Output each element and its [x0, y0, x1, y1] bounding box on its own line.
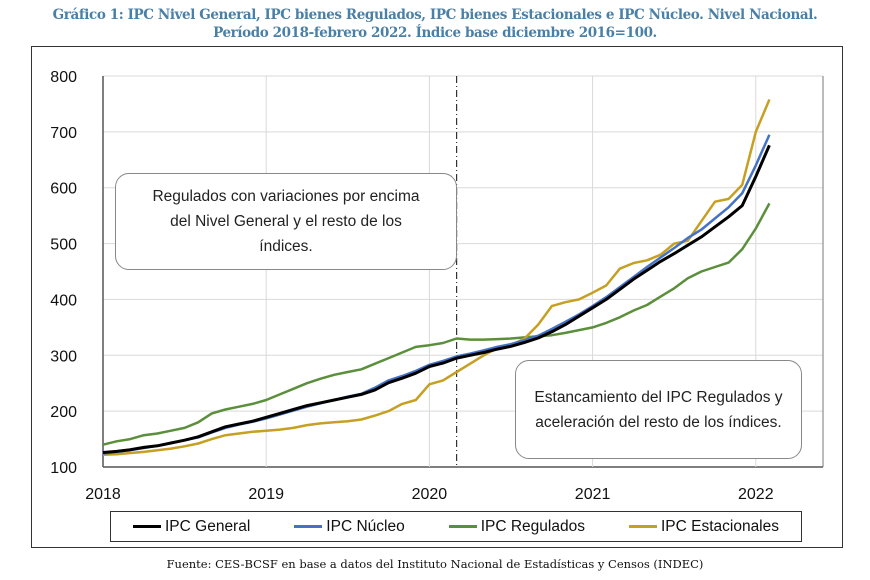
series-line-ipc-general	[102, 144, 771, 454]
x-tick-label: 2021	[575, 486, 611, 503]
y-tick-label: 300	[50, 348, 77, 365]
legend-swatch	[294, 525, 323, 528]
legend-label: IPC Núcleo	[326, 517, 405, 535]
legend-swatch	[628, 525, 657, 528]
series-line-ipc-estacionales	[102, 99, 771, 456]
x-tick-label: 2020	[412, 486, 448, 503]
title-line-2: Período 2018-febrero 2022. Índice base d…	[213, 25, 657, 41]
y-tick-label: 400	[50, 292, 77, 309]
annotation-estancamiento: Estancamiento del IPC Regulados y aceler…	[515, 360, 802, 459]
series-line-ipc-regulados	[102, 202, 771, 446]
legend-item-general: IPC General	[133, 518, 250, 536]
legend-label: IPC General	[165, 517, 251, 535]
x-tick-label: 2018	[85, 486, 121, 503]
legend-item-estacionales: IPC Estacionales	[628, 517, 779, 536]
chart-title: Gráfico 1: IPC Nivel General, IPC bienes…	[0, 6, 870, 42]
source-note: Fuente: CES-BCSF en base a datos del Ins…	[166, 557, 704, 571]
legend-label: IPC Estacionales	[660, 517, 779, 535]
legend-item-regulados: IPC Regulados	[448, 517, 585, 536]
legend-label: IPC Regulados	[480, 517, 585, 535]
x-tick-label: 2019	[248, 486, 284, 503]
legend-swatch	[448, 525, 477, 528]
y-tick-label: 600	[50, 181, 77, 198]
y-tick-label: 500	[50, 237, 77, 254]
title-line-1: Gráfico 1: IPC Nivel General, IPC bienes…	[52, 7, 818, 23]
legend-item-nucleo: IPC Núcleo	[294, 517, 405, 536]
annotation-text-1: Regulados con variaciones por encima del…	[152, 188, 420, 255]
legend: IPC General IPC Núcleo IPC Regulados IPC…	[110, 511, 802, 542]
chart-frame	[31, 46, 843, 548]
legend-swatch	[133, 525, 161, 528]
y-tick-label: 800	[50, 69, 77, 86]
annotation-text-2: Estancamiento del IPC Regulados y aceler…	[534, 388, 783, 431]
y-tick-label: 700	[50, 125, 77, 142]
y-tick-label: 200	[50, 404, 77, 421]
x-tick-label: 2022	[738, 486, 774, 503]
annotation-regulados: Regulados con variaciones por encima del…	[115, 173, 457, 270]
y-tick-label: 100	[50, 460, 77, 477]
